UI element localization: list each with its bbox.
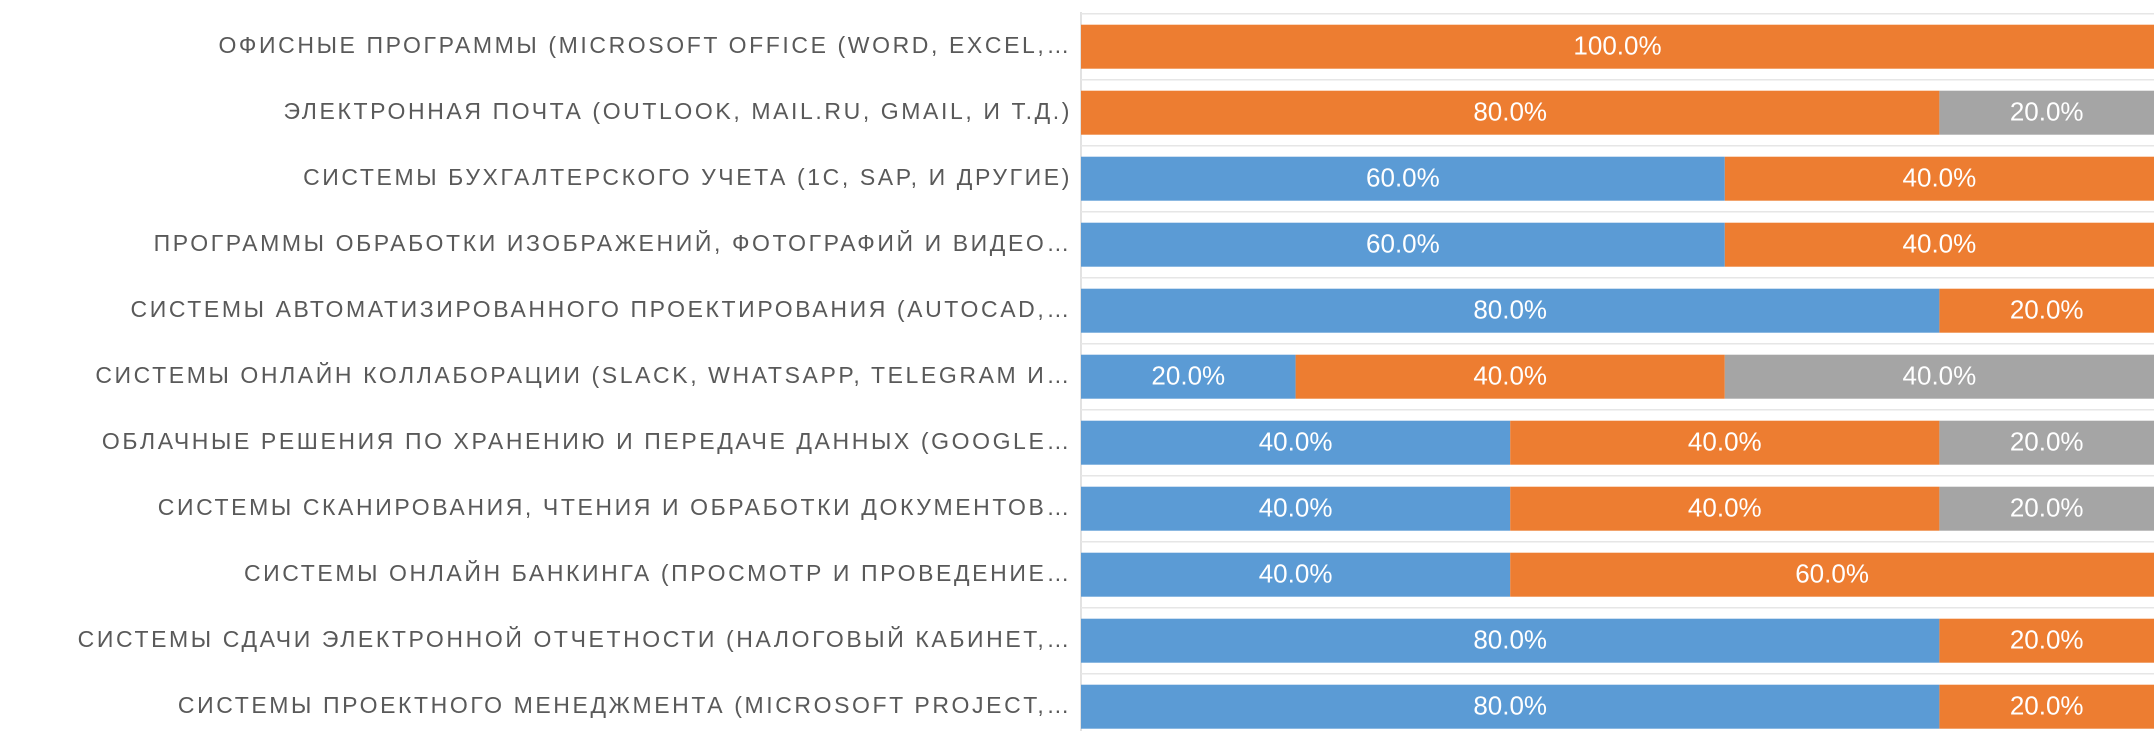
data-label: 40.0%	[1688, 427, 1762, 457]
data-label: 100.0%	[1573, 31, 1661, 61]
data-label: 20.0%	[2010, 493, 2084, 523]
data-label: 80.0%	[1473, 691, 1547, 721]
bar-segment	[1081, 684, 1940, 729]
bar-segment	[1081, 90, 1940, 135]
category-label: ЭЛЕКТРОННАЯ ПОЧТА (OUTLOOK, MAIL.RU, GMA…	[283, 98, 1072, 124]
data-label: 20.0%	[2010, 625, 2084, 655]
category-label: СИСТЕМЫ ОНЛАЙН БАНКИНГА (ПРОСМОТР И ПРОВ…	[244, 559, 1072, 586]
bar-segment	[1081, 552, 1511, 597]
bar-segment	[1939, 90, 2154, 135]
bar-segment	[1939, 684, 2154, 729]
bar-segment	[1939, 618, 2154, 663]
category-label: СИСТЕМЫ СДАЧИ ЭЛЕКТРОННОЙ ОТЧЕТНОСТИ (НА…	[78, 625, 1072, 652]
category-label: СИСТЕМЫ СКАНИРОВАНИЯ, ЧТЕНИЯ И ОБРАБОТКИ…	[158, 494, 1072, 520]
category-label: ОБЛАЧНЫЕ РЕШЕНИЯ ПО ХРАНЕНИЮ И ПЕРЕДАЧЕ …	[102, 428, 1072, 454]
bar-segment	[1295, 354, 1725, 399]
category-label: СИСТЕМЫ БУХГАЛТЕРСКОГО УЧЕТА (1С, SAP, И…	[303, 164, 1072, 190]
data-label: 60.0%	[1366, 163, 1440, 193]
bar-segment	[1081, 222, 1725, 267]
bar-segment	[1724, 156, 2154, 201]
data-label: 20.0%	[2010, 427, 2084, 457]
category-label: СИСТЕМЫ ОНЛАЙН КОЛЛАБОРАЦИИ (SLACK, WHAT…	[95, 361, 1072, 388]
data-label: 20.0%	[2010, 691, 2084, 721]
data-label: 20.0%	[1151, 361, 1225, 391]
data-label: 20.0%	[2010, 97, 2084, 127]
bar-segment	[1081, 24, 2154, 69]
bar-segment	[1939, 486, 2154, 531]
category-label: ПРОГРАММЫ ОБРАБОТКИ ИЗОБРАЖЕНИЙ, ФОТОГРА…	[154, 229, 1072, 256]
data-label: 40.0%	[1903, 361, 1977, 391]
data-label: 80.0%	[1473, 625, 1547, 655]
bar-segment	[1939, 288, 2154, 333]
category-label: СИСТЕМЫ ПРОЕКТНОГО МЕНЕДЖМЕНТА (MICROSOF…	[178, 692, 1072, 718]
data-label: 40.0%	[1473, 361, 1547, 391]
data-label: 40.0%	[1259, 493, 1333, 523]
bar-segment	[1081, 156, 1725, 201]
data-label: 20.0%	[2010, 295, 2084, 325]
data-label: 40.0%	[1903, 229, 1977, 259]
data-label: 80.0%	[1473, 97, 1547, 127]
data-label: 40.0%	[1259, 559, 1333, 589]
bar-segment	[1081, 354, 1296, 399]
category-label: СИСТЕМЫ АВТОМАТИЗИРОВАННОГО ПРОЕКТИРОВАН…	[131, 296, 1073, 322]
bar-segment	[1724, 222, 2154, 267]
data-label: 60.0%	[1366, 229, 1440, 259]
data-label: 80.0%	[1473, 295, 1547, 325]
bar-segment	[1939, 420, 2154, 465]
category-label: ОФИСНЫЕ ПРОГРАММЫ (MICROSOFT OFFICE (WOR…	[218, 32, 1072, 58]
data-label: 40.0%	[1903, 163, 1977, 193]
bar-segment	[1081, 486, 1511, 531]
data-label: 60.0%	[1795, 559, 1869, 589]
bar-segment	[1081, 618, 1940, 663]
bar-segment	[1510, 552, 2154, 597]
data-label: 40.0%	[1259, 427, 1333, 457]
bar-segment	[1510, 486, 1940, 531]
bar-segment	[1081, 288, 1940, 333]
data-label: 40.0%	[1688, 493, 1762, 523]
bar-segment	[1724, 354, 2154, 399]
bar-segment	[1510, 420, 1940, 465]
bar-segment	[1081, 420, 1511, 465]
